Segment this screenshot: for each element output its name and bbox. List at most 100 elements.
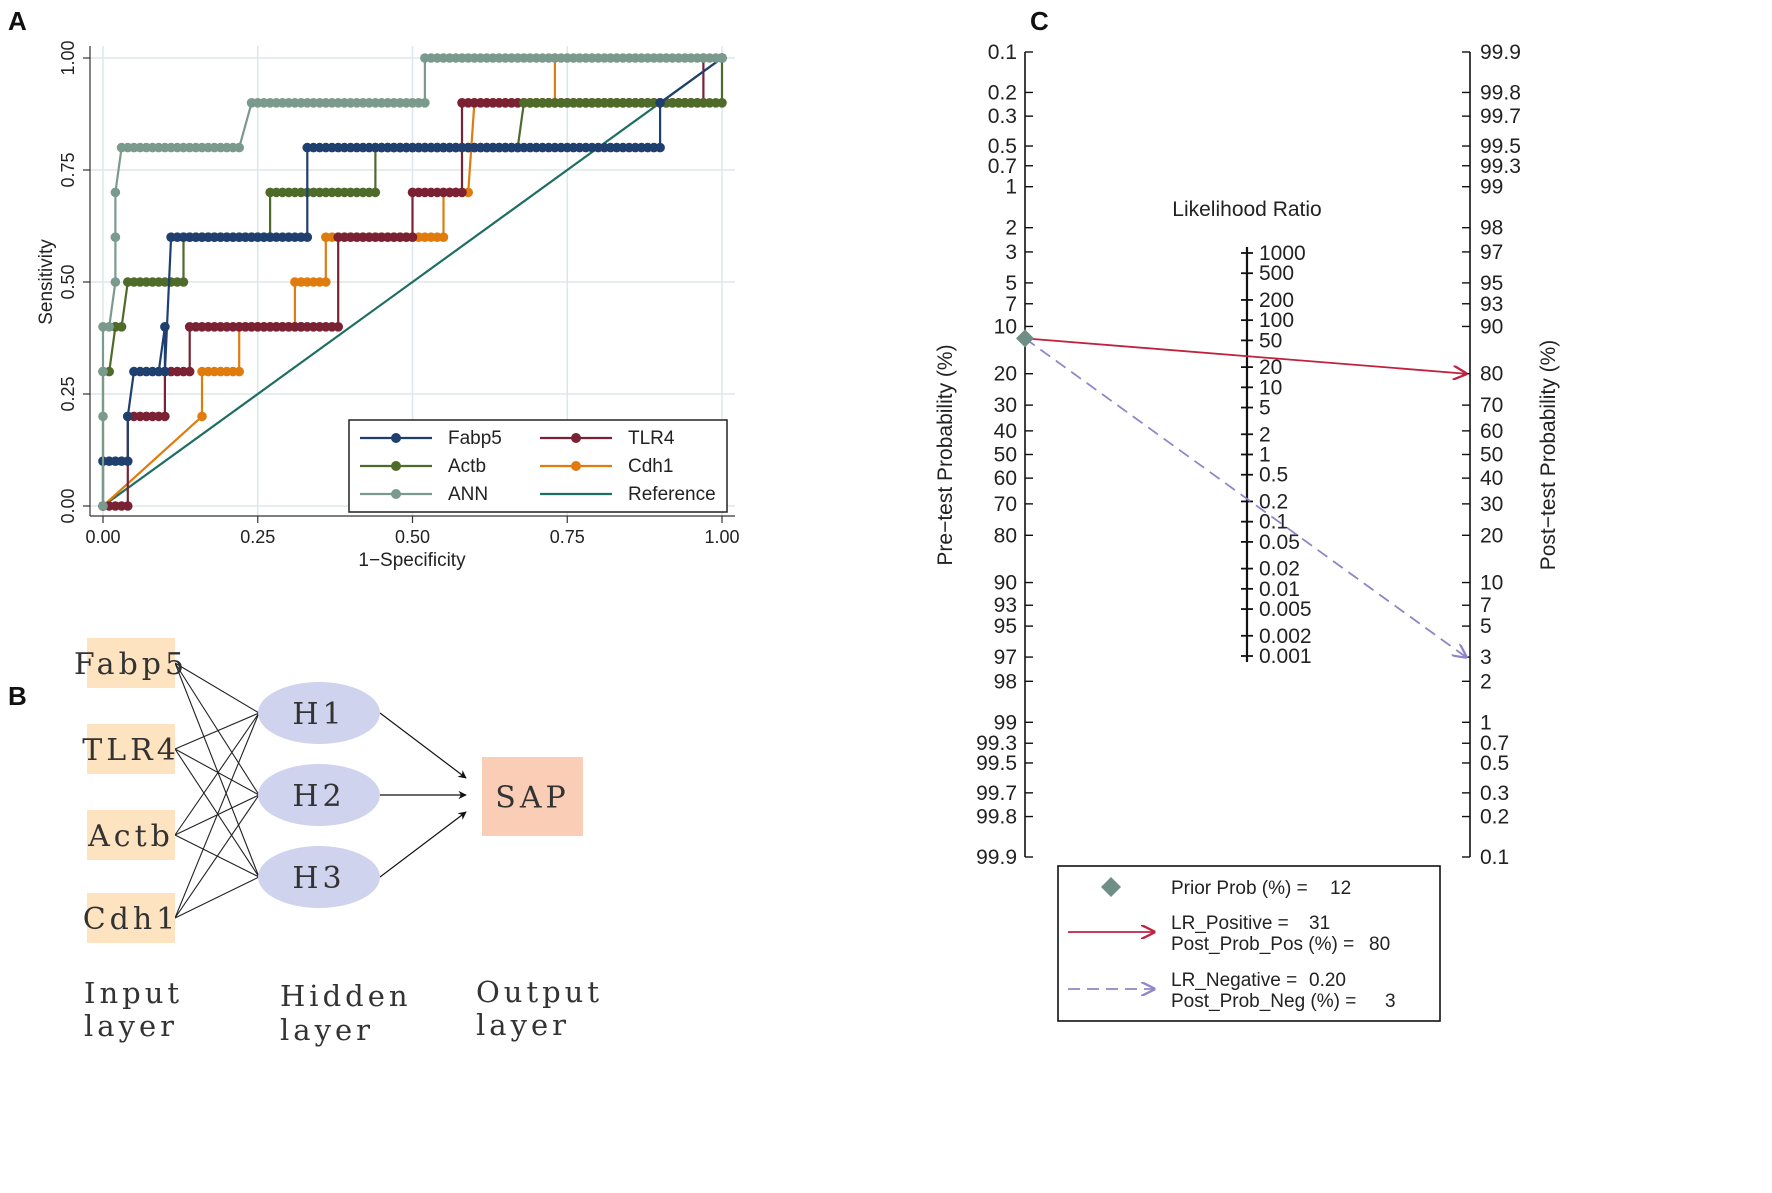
roc-point-fabp5 [160, 366, 170, 377]
roc-x-tick-label: 1.00 [704, 527, 739, 547]
roc-point-ann [104, 322, 114, 332]
post-test-tick-label: 95 [1480, 272, 1503, 295]
roc-point-tlr4 [457, 187, 467, 198]
post-test-tick-label: 40 [1480, 467, 1503, 490]
roc-point-ann [110, 277, 121, 287]
post-test-tick-label: 99.8 [1480, 81, 1521, 104]
roc-point-tlr4 [333, 322, 344, 332]
pre-test-tick-label: 99.7 [976, 782, 1017, 805]
post-test-tick-label: 70 [1480, 394, 1503, 417]
post-test-tick-label: 0.7 [1480, 732, 1509, 755]
pre-test-tick-label: 90 [994, 572, 1017, 595]
roc-point-fabp5 [302, 232, 313, 242]
network-edge-hidden-output [379, 712, 467, 779]
network-edge-input-hidden [174, 712, 260, 750]
pre-test-tick-label: 0.2 [988, 81, 1017, 104]
roc-point-fabp5 [160, 322, 170, 332]
layer-label-line2: layer [280, 1013, 374, 1047]
pre-test-tick-label: 7 [1005, 293, 1017, 316]
pre-test-tick-label: 97 [994, 646, 1017, 669]
lr-tick-label: 0.1 [1259, 511, 1288, 534]
hidden-node-label: H2 [292, 779, 345, 814]
lr-tick-label: 0.02 [1259, 558, 1300, 581]
roc-point-ann [234, 142, 244, 153]
pre-test-tick-label: 99 [994, 711, 1017, 734]
hidden-node-label: H1 [292, 697, 345, 732]
panel-letter-b: B [8, 681, 27, 711]
post-test-tick-label: 7 [1480, 594, 1492, 617]
pre-test-tick-label: 0.1 [988, 41, 1017, 64]
roc-point-actb [370, 187, 381, 198]
network-edge-input-hidden [174, 662, 260, 878]
hidden-node-h2 [258, 764, 380, 826]
layer-label-line1: Hidden [280, 979, 412, 1013]
legend-lr-positive-value: 31 [1309, 913, 1330, 934]
post-test-tick-label: 3 [1480, 646, 1492, 669]
pre-test-tick-label: 5 [1005, 272, 1017, 295]
layer-label-line2: layer [476, 1008, 570, 1042]
pre-test-axis-label: Pre−test Probability (%) [934, 344, 957, 565]
legend-prior-marker [1101, 877, 1121, 897]
layer-label-line1: Output [476, 975, 603, 1009]
network-edges [174, 662, 467, 919]
legend-marker-actb [391, 461, 401, 471]
legend-lr-negative-value: 0.20 [1309, 970, 1346, 991]
roc-point-ann [98, 411, 108, 422]
lr-tick-label: 1000 [1259, 242, 1306, 265]
layer-label-line2: layer [84, 1009, 178, 1043]
pre-test-tick-label: 1 [1005, 176, 1017, 199]
post-test-axis-label: Post−test Probability (%) [1537, 340, 1560, 571]
roc-point-fabp5 [122, 411, 133, 422]
roc-point-actb [717, 98, 727, 108]
lr-tick-label: 5 [1259, 397, 1271, 420]
input-node-label: Cdh1 [83, 902, 180, 937]
legend-post-prob-pos-value: 80 [1369, 934, 1390, 955]
pre-test-tick-label: 98 [994, 670, 1017, 693]
network-nodes: Fabp5TLR4ActbCdh1H1H2H3SAPInputlayerHidd… [74, 638, 603, 1047]
post-test-tick-label: 0.2 [1480, 806, 1509, 829]
roc-y-tick-label: 1.00 [58, 40, 78, 75]
pre-test-tick-label: 99.8 [976, 806, 1017, 829]
lr-tick-label: 0.01 [1259, 578, 1300, 601]
roc-legend: Fabp5 TLR4 Actb Cdh1 ANN Reference [348, 419, 728, 513]
pre-test-tick-label: 0.7 [988, 155, 1017, 178]
post-test-tick-label: 0.1 [1480, 846, 1509, 869]
nomogram-lines [1016, 329, 1466, 657]
post-test-tick-label: 50 [1480, 444, 1503, 467]
roc-point-ann [98, 501, 108, 511]
legend-label-actb: Actb [448, 456, 486, 477]
roc-point-cdh1 [438, 232, 449, 242]
legend-marker-tlr4 [571, 433, 581, 443]
nomogram-axes: 0.10.20.30.50.71235710203040506070809093… [934, 41, 1560, 869]
layer-label-line1: Input [84, 976, 183, 1010]
panel-letter-a: A [8, 6, 27, 36]
roc-point-ann [98, 366, 108, 377]
legend-lr-positive-label: LR_Positive = [1171, 913, 1289, 934]
pre-test-tick-label: 93 [994, 594, 1017, 617]
pre-test-tick-label: 0.3 [988, 105, 1017, 128]
pre-test-tick-label: 80 [994, 524, 1017, 547]
post-test-tick-label: 99 [1480, 176, 1503, 199]
pre-test-tick-label: 95 [994, 615, 1017, 638]
panel-letter-c: C [1030, 6, 1049, 36]
lr-positive-line [1024, 337, 1466, 373]
roc-line-reference [102, 57, 723, 507]
hidden-node-h1 [258, 682, 380, 744]
pre-test-tick-label: 30 [994, 394, 1017, 417]
roc-x-tick-label: 0.50 [395, 527, 430, 547]
roc-point-tlr4 [122, 501, 133, 511]
roc-point-tlr4 [407, 232, 418, 242]
roc-axes: 0.00 0.25 0.50 0.75 1.00 0.00 0.25 0.50 0.75 1.00 [58, 40, 740, 547]
pre-test-tick-label: 99.9 [976, 846, 1017, 869]
output-node-label: SAP [495, 781, 569, 816]
legend-marker-ann [391, 489, 401, 499]
roc-point-cdh1 [234, 366, 244, 377]
lr-tick-label: 0.005 [1259, 598, 1312, 621]
post-test-tick-label: 0.3 [1480, 782, 1509, 805]
lr-axis-title: Likelihood Ratio [1172, 198, 1321, 221]
post-test-tick-label: 1 [1480, 711, 1492, 734]
post-test-tick-label: 20 [1480, 524, 1503, 547]
input-node-label: Fabp5 [74, 647, 188, 682]
